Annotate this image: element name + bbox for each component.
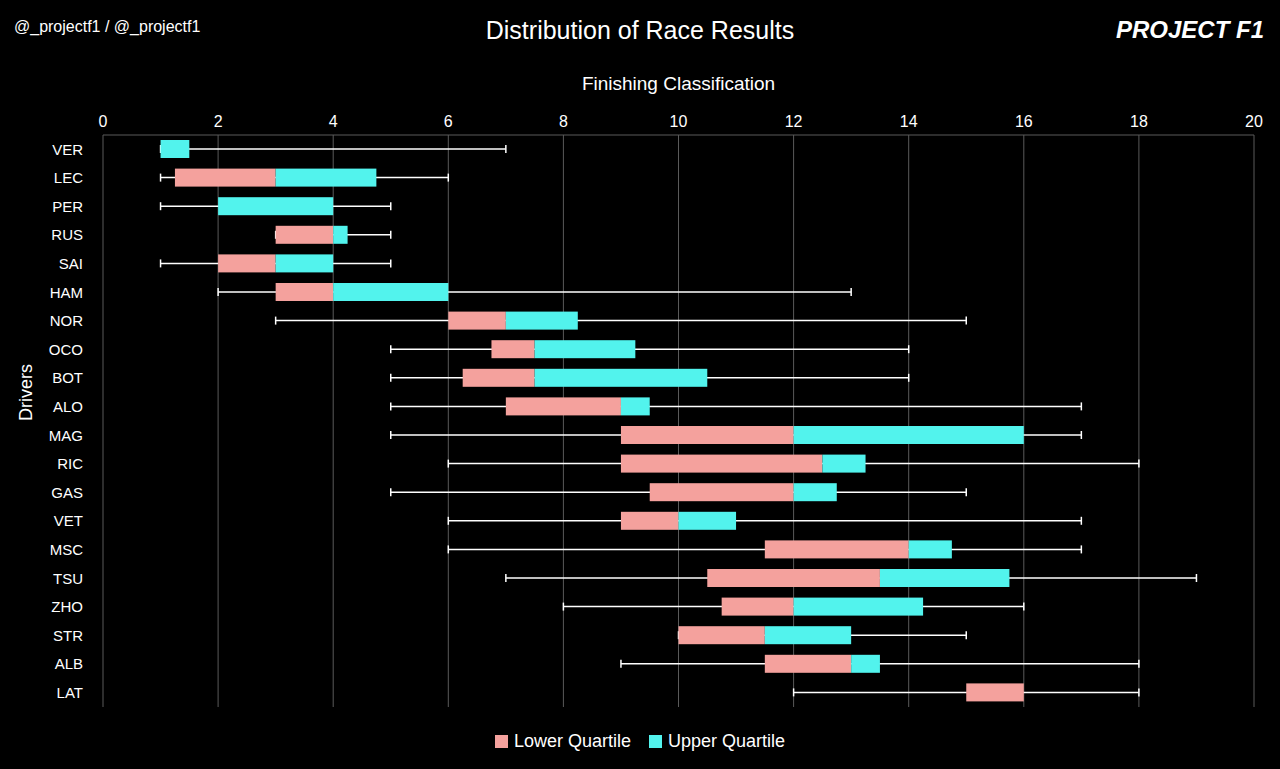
svg-text:VER: VER — [52, 141, 83, 158]
svg-text:2: 2 — [214, 113, 223, 130]
svg-text:20: 20 — [1245, 113, 1263, 130]
svg-text:ALB: ALB — [55, 655, 83, 672]
svg-text:8: 8 — [559, 113, 568, 130]
svg-text:PER: PER — [52, 198, 83, 215]
svg-text:18: 18 — [1130, 113, 1148, 130]
svg-text:Drivers: Drivers — [16, 364, 36, 421]
svg-text:VET: VET — [54, 512, 83, 529]
svg-text:ZHO: ZHO — [51, 598, 83, 615]
svg-text:OCO: OCO — [49, 341, 83, 358]
svg-text:14: 14 — [900, 113, 918, 130]
svg-text:LAT: LAT — [57, 684, 83, 701]
svg-text:10: 10 — [670, 113, 688, 130]
svg-text:12: 12 — [785, 113, 803, 130]
svg-text:HAM: HAM — [50, 284, 83, 301]
svg-text:16: 16 — [1015, 113, 1033, 130]
svg-text:NOR: NOR — [50, 312, 84, 329]
svg-text:STR: STR — [53, 627, 83, 644]
svg-text:RUS: RUS — [51, 226, 83, 243]
svg-text:TSU: TSU — [53, 570, 83, 587]
svg-text:6: 6 — [444, 113, 453, 130]
svg-text:LEC: LEC — [54, 169, 83, 186]
svg-text:MSC: MSC — [50, 541, 84, 558]
svg-text:ALO: ALO — [53, 398, 83, 415]
svg-text:4: 4 — [329, 113, 338, 130]
svg-text:0: 0 — [99, 113, 108, 130]
html-text:Upper Quartile: Upper Quartile — [668, 731, 786, 751]
svg-text:RIC: RIC — [57, 455, 83, 472]
html-text:PROJECT F1: PROJECT F1 — [1116, 16, 1264, 43]
svg-text:MAG: MAG — [49, 427, 83, 444]
svg-text:GAS: GAS — [51, 484, 83, 501]
svg-text:SAI: SAI — [59, 255, 83, 272]
html-text:Distribution of Race Results: Distribution of Race Results — [485, 16, 795, 44]
html-text:Lower Quartile: Lower Quartile — [513, 731, 631, 751]
svg-text:BOT: BOT — [52, 369, 83, 386]
html-text:Finishing Classification: Finishing Classification — [581, 73, 776, 94]
html-text:@_projectf1 / @_projectf1: @_projectf1 / @_projectf1 — [14, 18, 201, 35]
